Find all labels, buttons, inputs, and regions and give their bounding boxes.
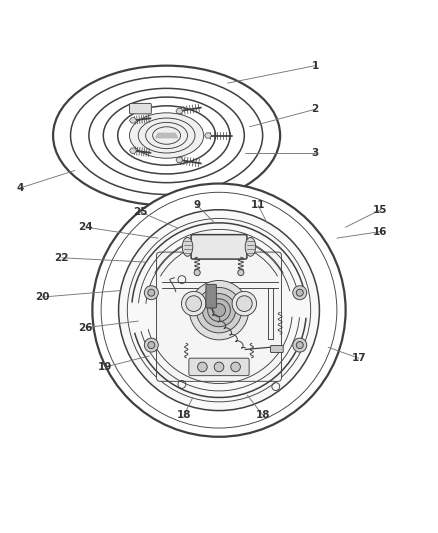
Polygon shape — [176, 108, 183, 114]
Text: 25: 25 — [133, 207, 148, 217]
Ellipse shape — [296, 289, 303, 296]
Ellipse shape — [130, 113, 204, 158]
Ellipse shape — [92, 183, 346, 437]
Circle shape — [198, 362, 207, 372]
FancyBboxPatch shape — [191, 235, 247, 259]
Ellipse shape — [189, 280, 249, 340]
Text: 2: 2 — [311, 104, 319, 114]
FancyBboxPatch shape — [156, 252, 282, 381]
Polygon shape — [293, 339, 300, 345]
Polygon shape — [151, 293, 158, 299]
Polygon shape — [293, 287, 300, 293]
Polygon shape — [130, 118, 137, 123]
Text: 18: 18 — [255, 410, 270, 420]
Ellipse shape — [148, 342, 155, 349]
Polygon shape — [148, 339, 155, 345]
FancyBboxPatch shape — [130, 103, 151, 114]
Ellipse shape — [119, 210, 319, 410]
Polygon shape — [145, 293, 151, 299]
Ellipse shape — [182, 237, 193, 256]
Polygon shape — [148, 293, 155, 299]
Ellipse shape — [208, 299, 230, 321]
Ellipse shape — [196, 287, 242, 333]
FancyBboxPatch shape — [271, 345, 283, 352]
Text: 19: 19 — [98, 362, 113, 372]
Polygon shape — [151, 287, 158, 293]
Text: 24: 24 — [78, 222, 93, 232]
Polygon shape — [145, 345, 151, 351]
Ellipse shape — [202, 294, 236, 327]
Polygon shape — [151, 345, 158, 351]
Text: 20: 20 — [35, 292, 49, 302]
Polygon shape — [151, 339, 158, 345]
Ellipse shape — [232, 292, 257, 316]
Polygon shape — [130, 148, 137, 154]
Polygon shape — [148, 287, 155, 293]
Text: 15: 15 — [373, 205, 388, 215]
Polygon shape — [148, 345, 155, 351]
Polygon shape — [296, 287, 303, 293]
Polygon shape — [300, 287, 307, 293]
Polygon shape — [296, 345, 303, 351]
Polygon shape — [296, 293, 303, 299]
Text: 4: 4 — [17, 183, 24, 193]
Polygon shape — [296, 339, 303, 345]
Ellipse shape — [53, 66, 280, 205]
Polygon shape — [176, 157, 183, 163]
Circle shape — [238, 270, 244, 276]
Text: 22: 22 — [55, 253, 69, 263]
Polygon shape — [293, 293, 300, 299]
FancyBboxPatch shape — [189, 358, 249, 376]
Polygon shape — [293, 345, 300, 351]
Text: 18: 18 — [177, 410, 191, 420]
Ellipse shape — [186, 296, 201, 311]
Polygon shape — [300, 345, 307, 351]
Text: 9: 9 — [194, 200, 201, 211]
Polygon shape — [300, 339, 307, 345]
Text: 3: 3 — [311, 148, 319, 158]
Ellipse shape — [148, 289, 155, 296]
Circle shape — [231, 362, 240, 372]
Text: 16: 16 — [373, 227, 388, 237]
Polygon shape — [145, 287, 151, 293]
Text: 1: 1 — [311, 61, 319, 71]
Ellipse shape — [245, 237, 256, 256]
Ellipse shape — [212, 304, 226, 317]
FancyBboxPatch shape — [206, 285, 216, 308]
Text: 17: 17 — [351, 353, 366, 363]
Ellipse shape — [237, 296, 252, 311]
Polygon shape — [145, 339, 151, 345]
Text: 26: 26 — [78, 322, 93, 333]
Polygon shape — [155, 133, 177, 138]
Polygon shape — [300, 293, 307, 299]
Text: 11: 11 — [251, 200, 265, 211]
Circle shape — [214, 362, 224, 372]
Circle shape — [194, 270, 200, 276]
Ellipse shape — [181, 292, 206, 316]
Polygon shape — [205, 133, 212, 138]
Ellipse shape — [296, 342, 303, 349]
